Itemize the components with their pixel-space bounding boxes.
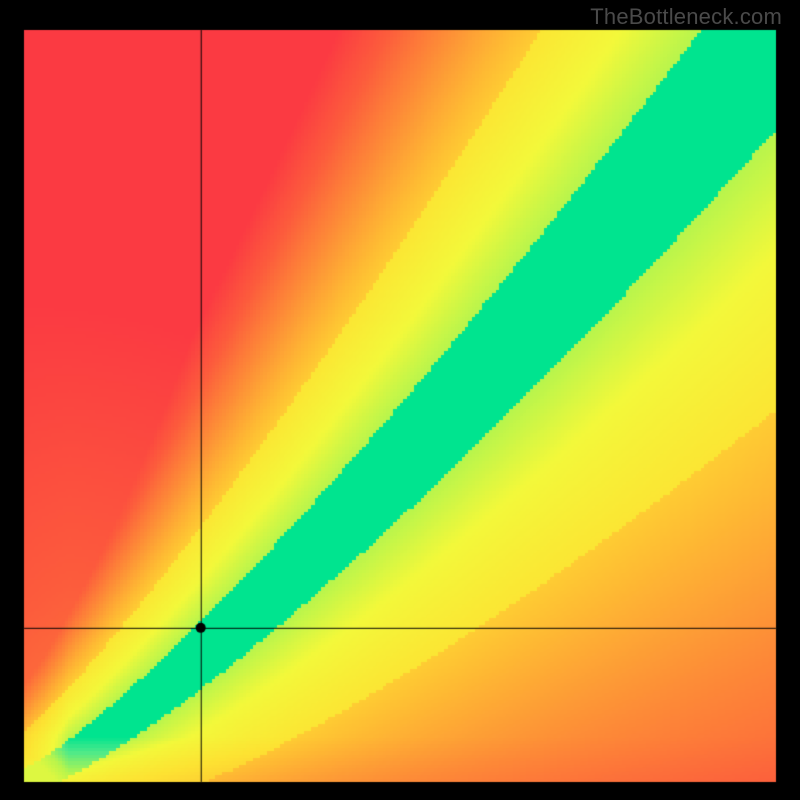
chart-container: TheBottleneck.com (0, 0, 800, 800)
watermark-text: TheBottleneck.com (590, 4, 782, 30)
crosshair-overlay (0, 0, 800, 800)
